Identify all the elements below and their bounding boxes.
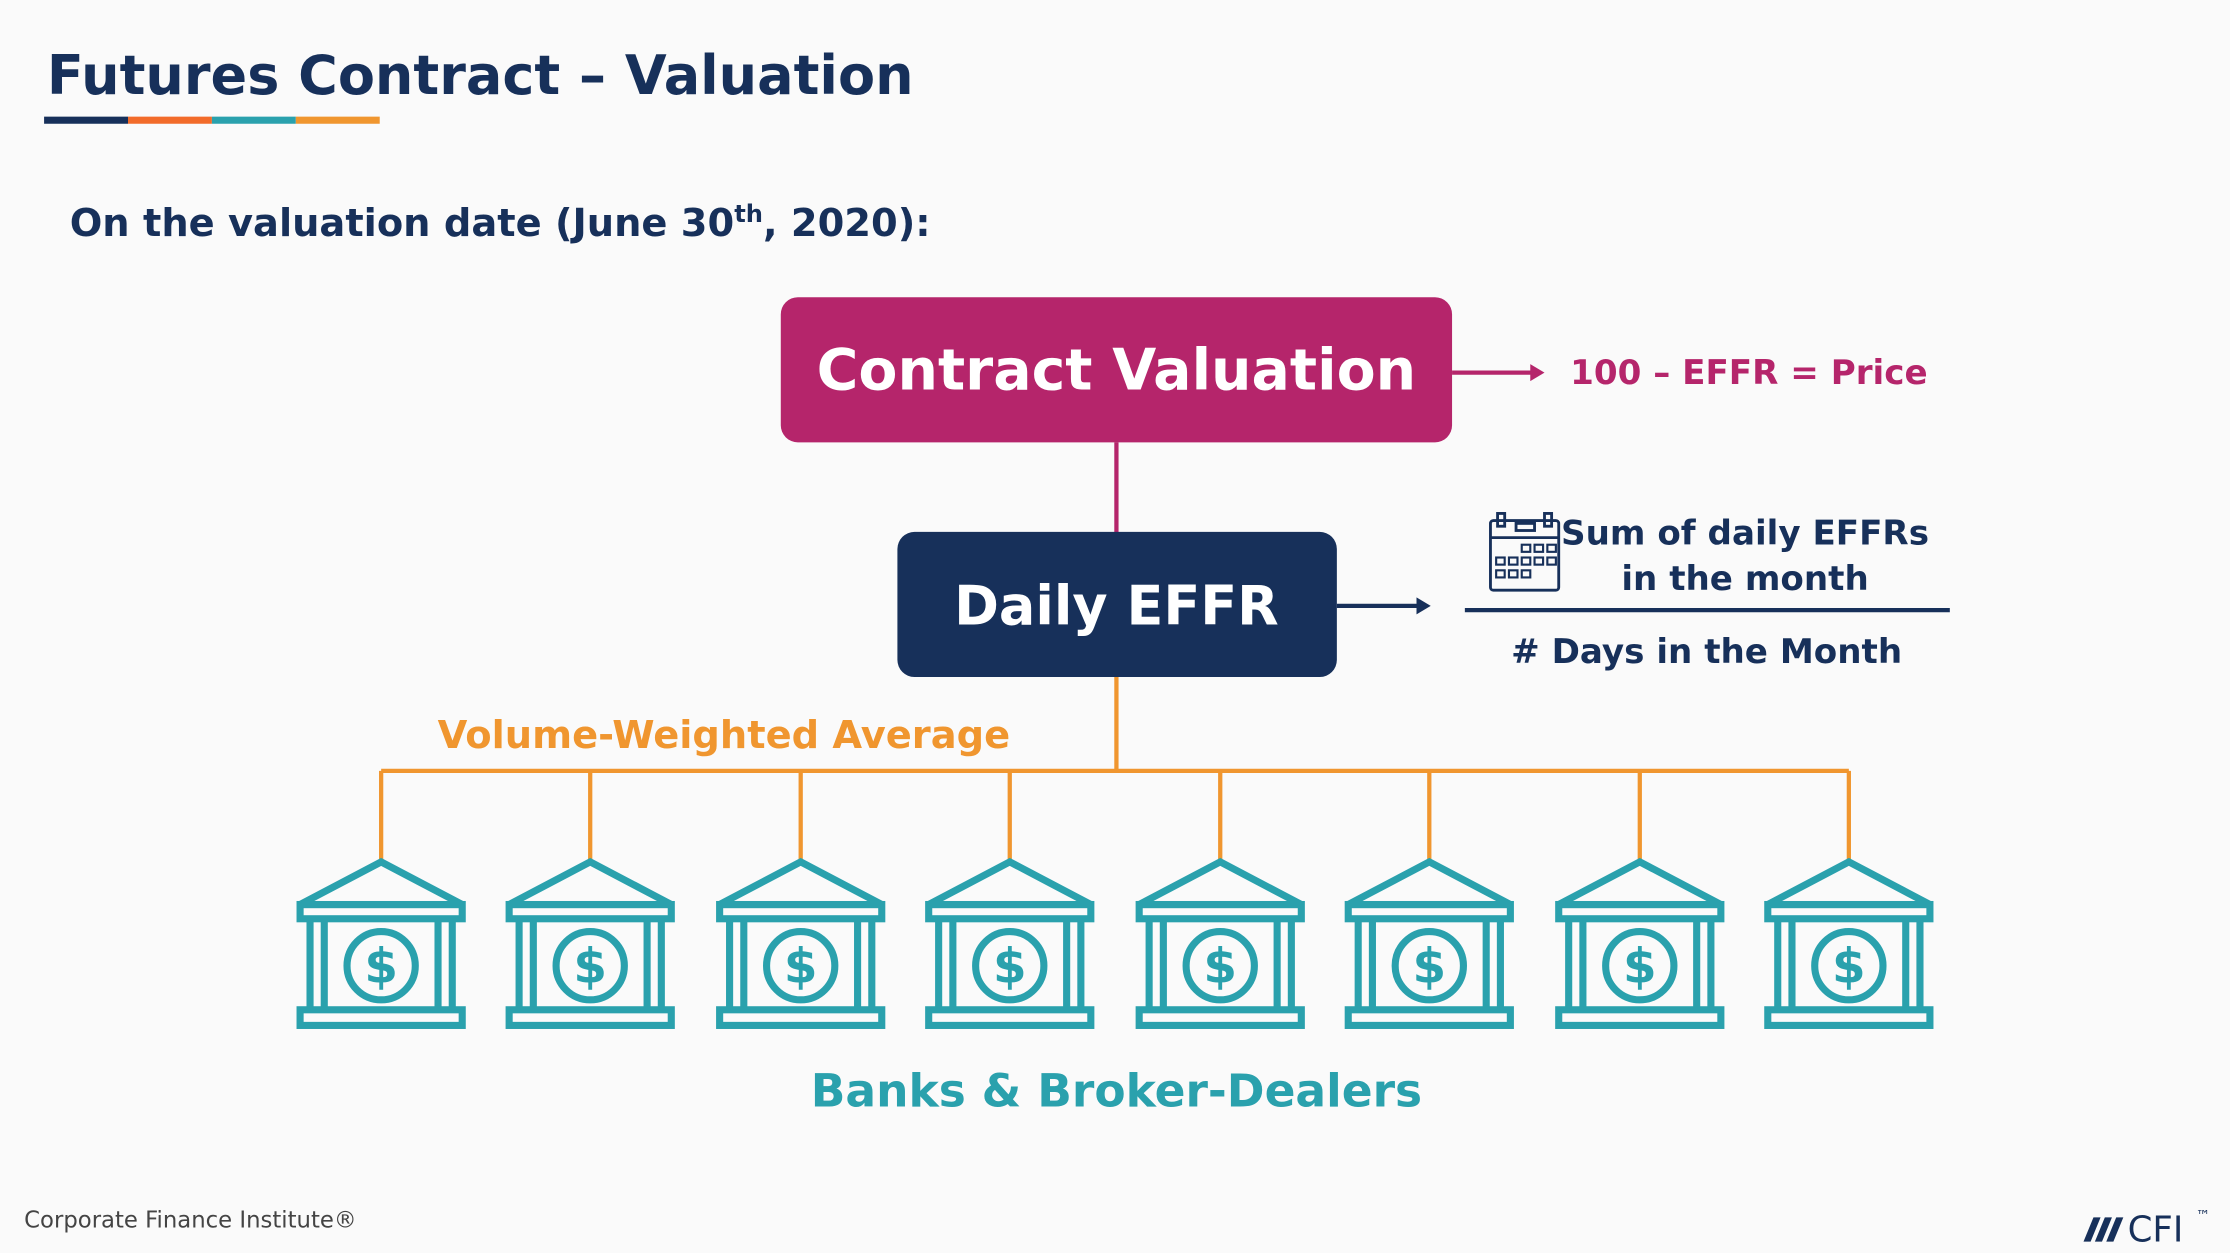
title-rule [295, 116, 380, 124]
bank-icon [1559, 862, 1721, 1026]
title-rule [127, 116, 212, 124]
intro-sup: th [734, 200, 763, 228]
bank-icon [1348, 862, 1510, 1026]
logo-text: CFI [2128, 1210, 2184, 1251]
node-label: Daily EFFR [954, 574, 1279, 637]
node-box [897, 531, 1337, 677]
intro-text: , 2020): [763, 201, 931, 246]
banks [300, 862, 1930, 1026]
bank-icon [929, 862, 1091, 1026]
bank-icon [509, 862, 671, 1026]
denominator: # Days in the Month [1511, 632, 1902, 672]
price-formula: 100 – EFFR = Price [1570, 353, 1928, 393]
bank-icon [1139, 862, 1301, 1026]
title-rule [211, 116, 296, 124]
node-box [780, 297, 1453, 443]
title: Futures Contract – Valuation [47, 44, 914, 107]
logo-mark [2083, 1217, 2124, 1242]
logo-tm: ™ [2196, 1208, 2210, 1224]
group-label: Banks & Broker-Dealers [811, 1064, 1422, 1117]
bank-icon [300, 862, 462, 1026]
bank-icon [1768, 862, 1930, 1026]
arrowhead [1530, 364, 1545, 382]
footer-source: Corporate Finance Institute® [24, 1207, 356, 1233]
intro-text: On the valuation date (June 30 [70, 201, 735, 246]
calendar-icon [1489, 512, 1561, 592]
node-label: Contract Valuation [817, 338, 1417, 404]
edge-label: Volume-Weighted Average [438, 713, 1010, 758]
numerator: in the month [1621, 559, 1868, 599]
arrowhead [1416, 597, 1431, 615]
connectors [379, 770, 1851, 862]
intro: On the valuation date (June 30th, 2020): [70, 200, 931, 246]
bank-icon [720, 862, 882, 1026]
numerator: Sum of daily EFFRs [1561, 514, 1929, 554]
title-rule [44, 116, 128, 124]
